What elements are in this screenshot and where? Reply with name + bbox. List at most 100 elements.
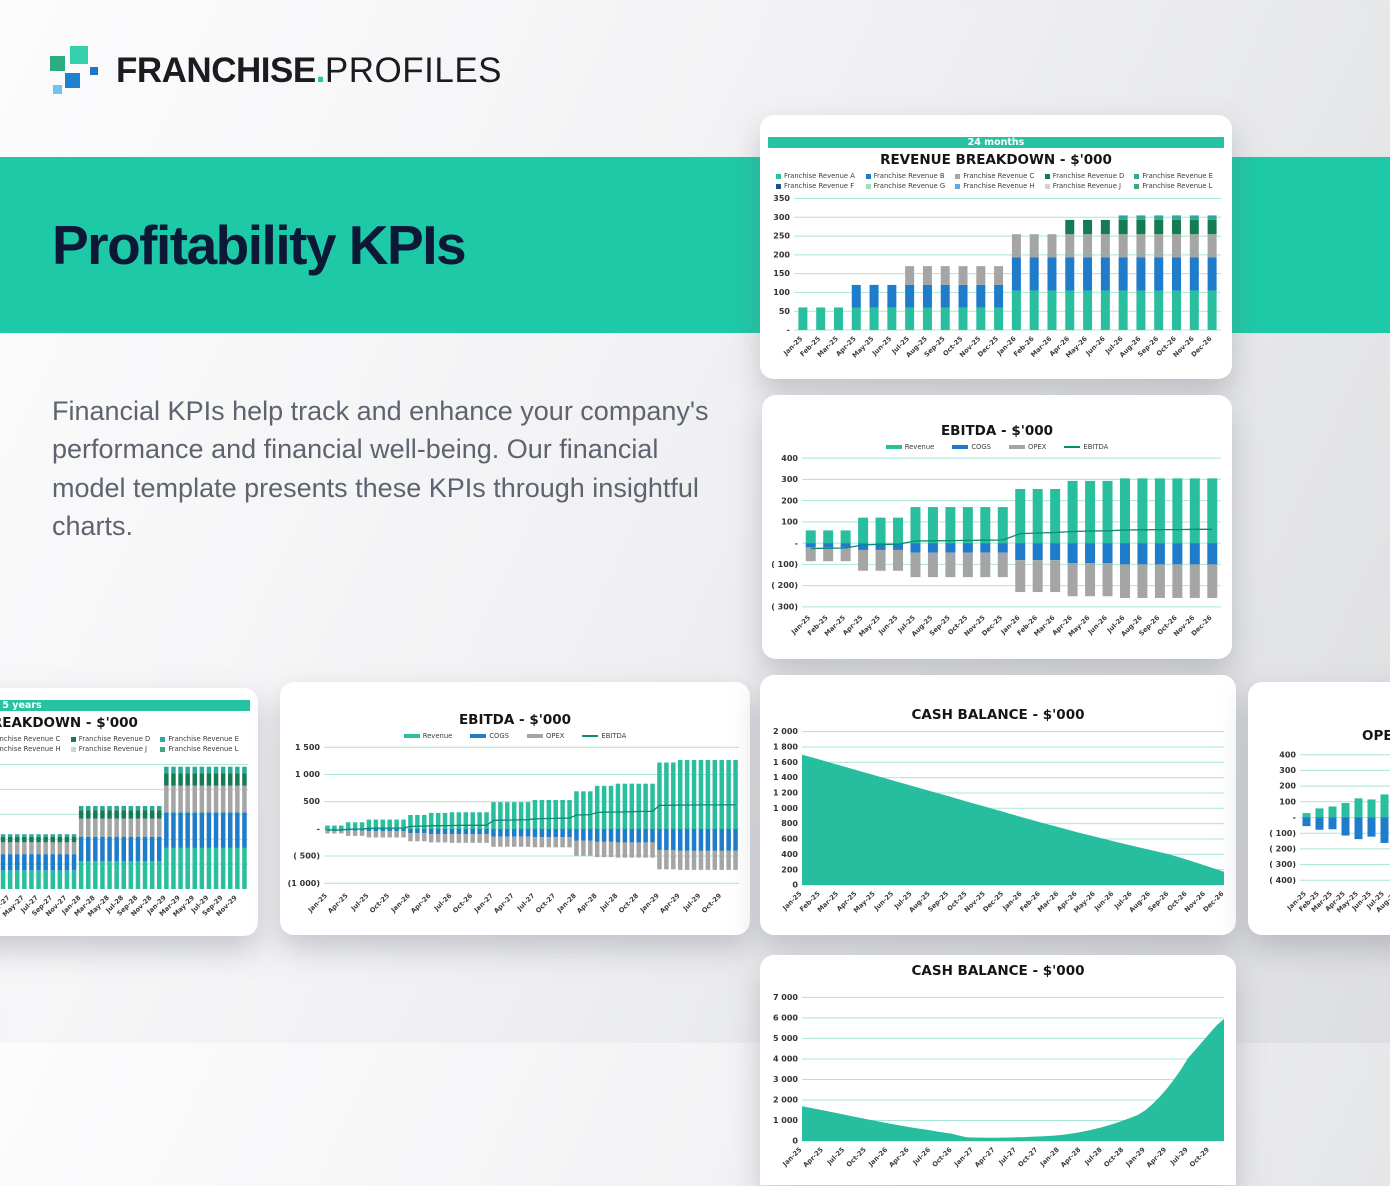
- svg-text:Jun-26: Jun-26: [1092, 889, 1115, 912]
- legend-swatch: [582, 735, 599, 737]
- card-cash-balance-5y: CASH BALANCE - $'000 7 000 6 000 5 000 4 00…: [760, 955, 1236, 1185]
- svg-text:2 000: 2 000: [773, 1096, 798, 1105]
- legend-label: Franchise Revenue E: [168, 735, 239, 743]
- svg-text:4 000: 4 000: [773, 1055, 798, 1064]
- svg-text:-: -: [787, 326, 790, 335]
- chart-cash-balance-24m: 2 000 1 800 1 600 1 400 1 200 1 000 800 600 400 2…: [766, 723, 1230, 936]
- legend-swatch: [885, 445, 902, 449]
- legend-item: Franchise Revenue C: [955, 172, 1037, 180]
- legend-swatch: [470, 734, 487, 738]
- page-title: Profitability KPIs: [52, 214, 467, 276]
- brand-logo: FRANCHISE.PROFILES: [48, 44, 502, 98]
- svg-text:3 000: 3 000: [773, 1075, 798, 1084]
- svg-text:500: 500: [303, 797, 320, 806]
- legend-label: Revenue: [904, 443, 935, 451]
- logo-square-blue-mid: [65, 73, 80, 88]
- period-badge-5-years: 5 years: [0, 700, 250, 711]
- svg-text:-: -: [1293, 813, 1296, 822]
- svg-text:Apr-25: Apr-25: [326, 891, 350, 915]
- svg-text:200: 200: [1279, 782, 1296, 791]
- svg-text:Jan-28: Jan-28: [1038, 1145, 1061, 1168]
- svg-text:-: -: [317, 824, 320, 833]
- brand-wordmark: FRANCHISE.PROFILES: [116, 51, 502, 91]
- brand-logo-icon: [48, 44, 100, 98]
- svg-text:Sep-25: Sep-25: [926, 889, 950, 913]
- legend-label: Revenue: [422, 732, 453, 740]
- legend-label: OPEX: [1028, 443, 1047, 451]
- svg-text:1 200: 1 200: [773, 789, 798, 798]
- svg-text:Oct-26: Oct-26: [451, 891, 474, 914]
- legend-item: Franchise Revenue F: [776, 182, 858, 190]
- svg-text:Jan-26: Jan-26: [389, 891, 412, 914]
- legend-item: Franchise Revenue E: [1134, 172, 1216, 180]
- svg-text:7 000: 7 000: [773, 993, 798, 1002]
- svg-text:Jul-25: Jul-25: [825, 1145, 847, 1167]
- legend-swatch: [70, 736, 76, 742]
- legend-item: EBITDA: [1064, 443, 1108, 451]
- svg-text:Jun-26: Jun-26: [1086, 613, 1109, 636]
- chart-title-revenue-breakdown-24m: REVENUE BREAKDOWN - $'000: [880, 152, 1112, 168]
- legend-label: COGS: [971, 443, 991, 451]
- svg-text:Jun-25: Jun-25: [870, 334, 893, 357]
- logo-square-teal-top: [70, 46, 88, 64]
- legend-item: Franchise Revenue H: [0, 745, 63, 753]
- chart-ebitda-5y: 1 500 1 000 500-( 500) (1 000) Jan-25 Apr-25 J…: [286, 740, 744, 936]
- legend-label: Franchise Revenue A: [784, 172, 855, 180]
- svg-text:( 200): ( 200): [771, 581, 798, 590]
- svg-text:400: 400: [1279, 750, 1296, 759]
- svg-text:600: 600: [781, 835, 798, 844]
- svg-text:200: 200: [781, 865, 798, 874]
- svg-text:1 600: 1 600: [773, 758, 798, 767]
- legend-swatch: [955, 173, 961, 179]
- brand-name-light: PROFILES: [324, 51, 503, 90]
- svg-text:Apr-27: Apr-27: [492, 891, 516, 915]
- legend-label: Franchise Revenue L: [1142, 182, 1213, 190]
- chart-ebitda-24m: 400 300 200 100-( 100)( 200)( 300) Jan-25 Feb…: [768, 451, 1226, 660]
- svg-text:1 800: 1 800: [773, 743, 798, 752]
- svg-text:( 100): ( 100): [771, 560, 798, 569]
- svg-text:Jun-25: Jun-25: [876, 613, 899, 636]
- svg-text:( 200): ( 200): [1269, 844, 1296, 853]
- logo-square-blue-light: [53, 85, 62, 94]
- svg-text:( 400): ( 400): [1269, 876, 1296, 885]
- chart-title-ebitda-24m: EBITDA - $'000: [940, 423, 1054, 439]
- card-revenue-breakdown-5y: 5 years REVENUE BREAKDOWN - $'000 Franch…: [0, 688, 258, 936]
- legend-label: Franchise Revenue J: [78, 745, 148, 753]
- svg-text:( 500): ( 500): [293, 852, 320, 861]
- svg-text:Jul-28: Jul-28: [598, 891, 620, 913]
- legend-label: Franchise Revenue B: [873, 172, 945, 180]
- svg-text:( 300): ( 300): [771, 602, 798, 611]
- chart-title-cash-balance-24m: CASH BALANCE - $'000: [911, 707, 1085, 723]
- legend-item: Franchise Revenue D: [70, 735, 153, 743]
- svg-text:150: 150: [773, 269, 790, 278]
- legend-swatch: [952, 445, 969, 449]
- legend-item: Revenue: [885, 443, 935, 451]
- legend-item: EBITDA: [582, 732, 626, 740]
- svg-text:Oct-25: Oct-25: [845, 1145, 868, 1168]
- chart-title-ebitda-5y: EBITDA - $'000: [458, 712, 572, 728]
- legend-label: EBITDA: [1083, 443, 1109, 451]
- svg-text:Jan-29: Jan-29: [638, 891, 661, 914]
- logo-square-teal-left: [50, 56, 65, 71]
- legend-item: COGS: [470, 732, 509, 740]
- svg-text:300: 300: [773, 213, 790, 222]
- legend-swatch: [160, 746, 166, 752]
- legend-item: Franchise Revenue D: [1044, 172, 1127, 180]
- svg-text:Jul-29: Jul-29: [681, 891, 703, 913]
- svg-text:5 000: 5 000: [773, 1034, 798, 1043]
- legend-item: Revenue: [403, 732, 453, 740]
- legend-ebitda-24m: Revenue COGS OPEX EBITDA: [762, 439, 1232, 451]
- svg-text:Apr-28: Apr-28: [1059, 1145, 1083, 1169]
- svg-text:Jul-25: Jul-25: [349, 891, 371, 913]
- svg-text:1 400: 1 400: [773, 773, 798, 782]
- chart-revenue-breakdown-24m: 350 300 250 200 150 100 50- Jan-25 Feb-25 Mar-25 A…: [766, 190, 1226, 377]
- legend-swatch: [403, 734, 420, 738]
- svg-text:100: 100: [773, 288, 790, 297]
- svg-text:Oct-28: Oct-28: [617, 891, 640, 914]
- svg-text:Jun-26: Jun-26: [1084, 334, 1107, 357]
- legend-swatch: [1009, 445, 1025, 449]
- chart-title-revenue-breakdown-5y: REVENUE BREAKDOWN - $'000: [0, 715, 138, 731]
- legend-item: Franchise Revenue B: [865, 172, 948, 180]
- svg-text:Jan-28: Jan-28: [555, 891, 578, 914]
- chart-title-operating-partial: OPE: [1362, 728, 1390, 744]
